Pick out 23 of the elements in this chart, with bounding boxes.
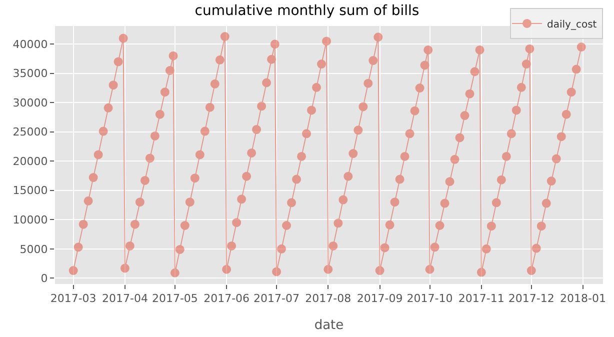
y-tick-label: 25000 xyxy=(12,126,48,139)
x-tick-label: 2017-08 xyxy=(305,292,352,306)
chart-title: cumulative monthly sum of bills xyxy=(194,2,420,19)
x-axis-title: date xyxy=(314,318,344,333)
y-tick-label: 30000 xyxy=(12,96,48,110)
x-tick-label: 2017-04 xyxy=(102,292,148,306)
y-tick-label: 15000 xyxy=(12,184,48,198)
x-tick-label: 2017-10 xyxy=(406,292,453,306)
y-tick-label: 35000 xyxy=(12,67,48,80)
x-tick-label: 2017-06 xyxy=(204,292,250,306)
y-tick-label: 40000 xyxy=(12,38,48,51)
legend-label: daily_cost xyxy=(547,19,597,30)
y-tick-label: 20000 xyxy=(12,154,48,168)
y-tick-label: 0 xyxy=(40,272,48,285)
x-tick-label: 2017-03 xyxy=(50,292,96,306)
y-tick-label: 10000 xyxy=(12,214,48,226)
y-tick-label: 5000 xyxy=(20,242,48,256)
x-tick-label: 2018-01 xyxy=(560,292,606,306)
x-tick-label: 2017-07 xyxy=(254,292,300,306)
x-tick-label: 2017-09 xyxy=(356,292,403,306)
x-tick-label: 2017-11 xyxy=(458,292,504,306)
x-tick-label: 2017-12 xyxy=(508,292,554,306)
x-tick-label: 2017-05 xyxy=(152,292,198,306)
